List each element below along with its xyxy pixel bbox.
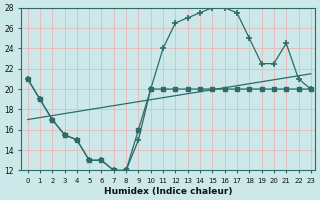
X-axis label: Humidex (Indice chaleur): Humidex (Indice chaleur): [104, 187, 232, 196]
